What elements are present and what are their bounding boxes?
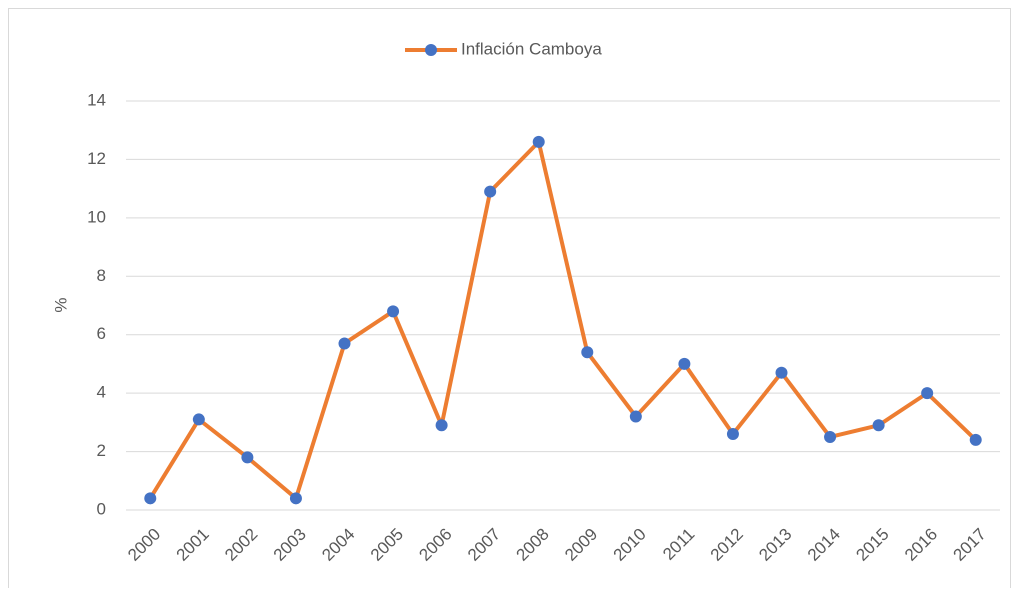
- data-point: [824, 430, 837, 443]
- y-axis-label: %: [51, 297, 70, 312]
- data-point: [484, 185, 497, 198]
- legend-label: Inflación Camboya: [461, 39, 602, 58]
- data-point: [338, 337, 351, 350]
- data-point: [581, 346, 594, 359]
- data-point: [387, 305, 400, 318]
- data-point: [726, 428, 739, 441]
- chart-border: [8, 8, 1011, 593]
- series-line: [148, 139, 978, 501]
- y-tick-label: 14: [87, 90, 106, 109]
- y-tick-label: 10: [87, 207, 106, 226]
- data-point: [192, 413, 205, 426]
- y-tick-label: 8: [97, 266, 106, 285]
- legend-marker: [425, 44, 437, 56]
- y-tick-label: 4: [97, 383, 106, 402]
- data-point: [241, 451, 254, 464]
- data-point: [969, 433, 982, 446]
- y-tick-label: 0: [97, 499, 106, 518]
- data-point: [532, 135, 545, 148]
- data-point: [629, 410, 642, 423]
- data-point: [678, 357, 691, 370]
- y-tick-label: 12: [87, 149, 106, 168]
- data-point: [289, 492, 302, 505]
- y-tick-label: 2: [97, 441, 106, 460]
- data-point: [144, 492, 157, 505]
- y-tick-label: 6: [97, 324, 106, 343]
- data-point: [435, 419, 448, 432]
- data-point: [921, 387, 934, 400]
- data-point: [775, 366, 788, 379]
- data-point: [872, 419, 885, 432]
